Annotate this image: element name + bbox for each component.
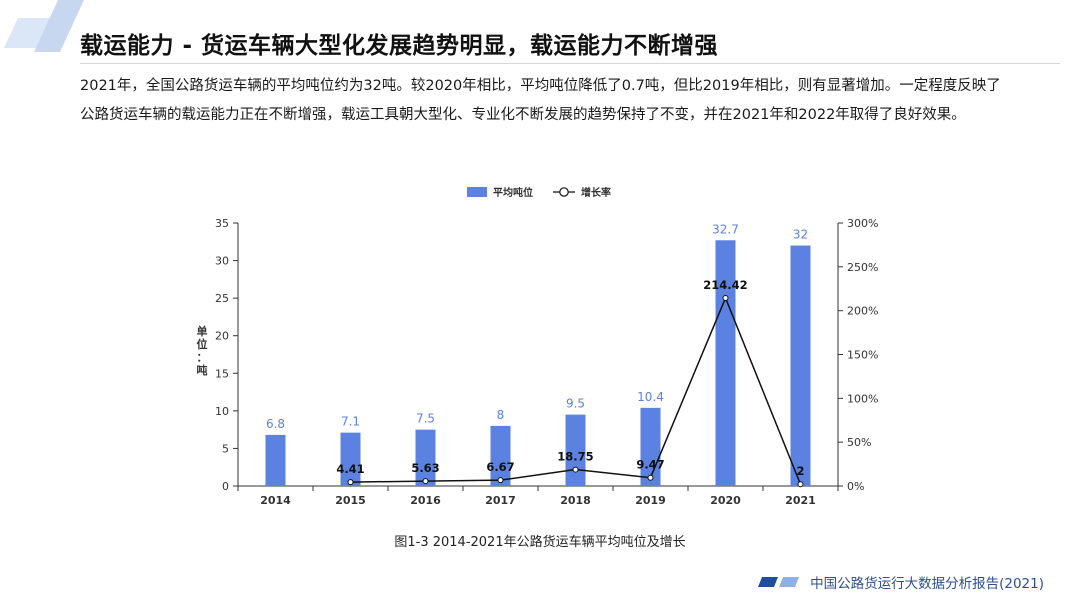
growth-value-label: 2	[796, 464, 804, 478]
right-tick-label: 150%	[847, 349, 878, 362]
bar-2016	[415, 429, 436, 486]
footer: 中国公路货运行大数据分析报告(2021)	[758, 572, 1044, 592]
growth-value-label: 9.47	[636, 458, 664, 472]
left-tick-label: 15	[215, 367, 229, 380]
tonnage-growth-chart: 平均吨位 增长率051015202530350%50%100%150%200%25…	[197, 186, 879, 505]
growth-value-label: 4.41	[336, 462, 364, 476]
x-tick-label: 2018	[560, 494, 591, 505]
x-tick-label: 2017	[485, 494, 516, 505]
slide-title: 载运能力 - 货运车辆大型化发展趋势明显，载运能力不断增强	[80, 33, 719, 59]
bar-value-label: 8	[497, 408, 505, 422]
bar-value-label: 9.5	[566, 397, 585, 411]
bar-2014	[265, 434, 286, 486]
bar-value-label: 7.5	[416, 412, 435, 426]
growth-point-2018	[572, 466, 579, 473]
growth-point-2016	[422, 478, 429, 485]
growth-value-label: 214.42	[703, 278, 747, 292]
left-tick-label: 0	[222, 480, 229, 493]
right-tick-label: 300%	[847, 217, 878, 230]
legend-marker-growth	[559, 187, 569, 197]
bar-2017	[490, 425, 511, 486]
right-tick-label: 0%	[847, 480, 864, 493]
x-tick-label: 2019	[635, 494, 666, 505]
growth-point-2021	[797, 481, 804, 488]
title-divider	[80, 63, 1060, 64]
footer-report-name: 中国公路货运行大数据分析报告(2021)	[810, 576, 1044, 592]
bar-value-label: 6.8	[266, 417, 285, 431]
growth-point-2017	[497, 477, 504, 484]
growth-point-2020	[722, 295, 729, 302]
right-tick-label: 200%	[847, 305, 878, 318]
x-tick-label: 2021	[785, 494, 816, 505]
bar-2020	[715, 240, 736, 486]
left-tick-label: 20	[215, 330, 229, 343]
left-tick-label: 30	[215, 255, 229, 268]
bar-value-label: 32.7	[712, 222, 739, 236]
growth-value-label: 6.67	[486, 460, 514, 474]
right-tick-label: 50%	[847, 436, 871, 449]
intro-paragraph: 2021年，全国公路货运车辆的平均吨位约为32吨。较2020年相比，平均吨位降低…	[80, 78, 1001, 123]
bar-2021	[790, 245, 811, 486]
x-tick-label: 2016	[410, 494, 441, 505]
legend-label-growth: 增长率	[581, 186, 611, 199]
footer-logo-marks	[758, 577, 800, 587]
bar-value-label: 7.1	[341, 415, 360, 429]
growth-value-label: 5.63	[411, 461, 439, 475]
left-tick-label: 25	[215, 292, 229, 305]
chart-caption: 图1-3 2014-2021年公路货运车辆平均吨位及增长	[394, 535, 686, 550]
bar-value-label: 32	[793, 228, 808, 242]
y-axis-label: 单位：吨	[197, 324, 208, 377]
growth-point-2019	[647, 474, 654, 481]
legend-swatch-bars	[467, 187, 487, 197]
right-tick-label: 100%	[847, 392, 878, 405]
legend-label-bars: 平均吨位	[493, 186, 533, 199]
right-tick-label: 250%	[847, 261, 878, 274]
bar-2018	[565, 414, 586, 486]
growth-point-2015	[347, 479, 354, 486]
x-tick-label: 2014	[260, 494, 291, 505]
left-tick-label: 10	[215, 405, 229, 418]
corner-decoration	[4, 0, 84, 52]
x-tick-label: 2020	[710, 494, 741, 505]
x-tick-label: 2015	[335, 494, 366, 505]
bar-2015	[340, 432, 361, 486]
bar-value-label: 10.4	[637, 390, 664, 404]
left-tick-label: 35	[215, 217, 229, 230]
growth-value-label: 18.75	[557, 450, 593, 464]
left-tick-label: 5	[222, 442, 229, 455]
bar-2019	[640, 407, 661, 486]
